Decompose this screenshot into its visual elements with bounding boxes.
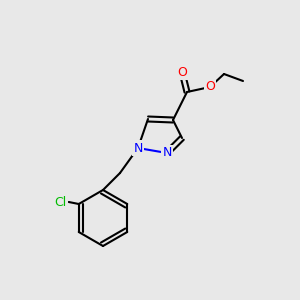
Text: N: N bbox=[162, 146, 172, 160]
Text: N: N bbox=[133, 142, 143, 154]
Text: Cl: Cl bbox=[55, 196, 67, 208]
Text: O: O bbox=[177, 65, 187, 79]
Text: O: O bbox=[205, 80, 215, 94]
